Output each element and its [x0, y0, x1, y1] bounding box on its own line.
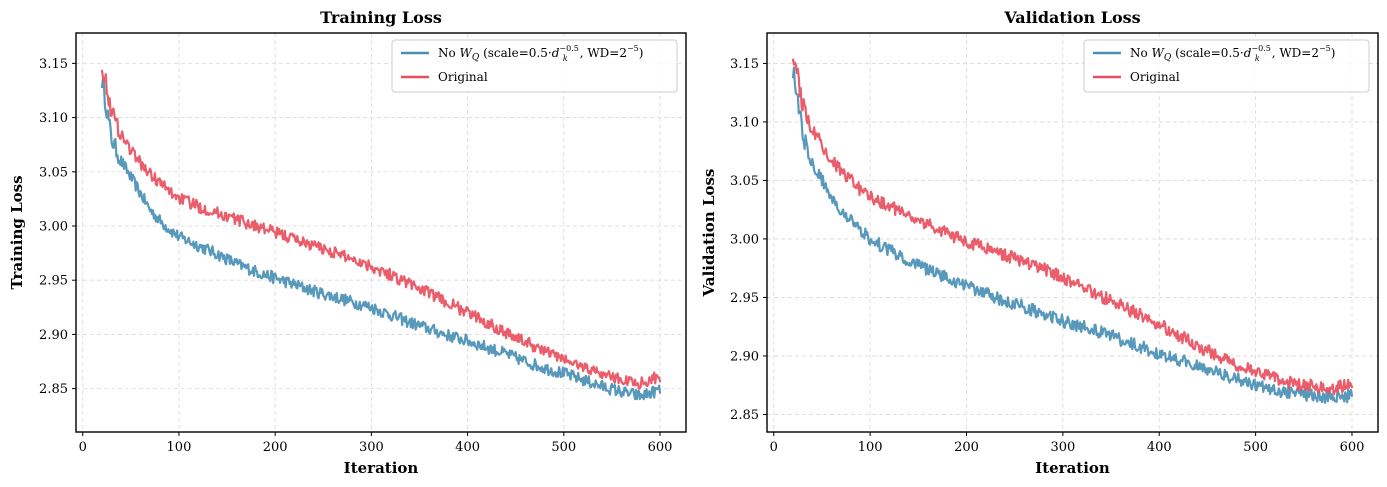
x-tick-label: 300 [1050, 440, 1075, 455]
y-tick-label: 2.90 [730, 349, 759, 364]
x-axis-label: Iteration [1035, 459, 1110, 477]
y-tick-label: 3.10 [730, 115, 759, 130]
series-line-no-wq [791, 66, 1354, 404]
validation-loss-panel: 0 100 200 300 400 500 600 2.85 2.90 2.95 3.00 3.05 3… [700, 8, 1379, 477]
series-line-original [100, 69, 662, 390]
legend-label-0: No WQ (scale=0.5·d−0.5 k, WD=2−5) [1130, 44, 1335, 63]
legend: No WQ (scale=0.5·d−0.5 k, WD=2−5) Original [1083, 39, 1370, 93]
x-tick-label: 500 [1243, 440, 1268, 455]
x-tick-label: 100 [858, 440, 883, 455]
x-tick-label: 200 [263, 440, 288, 455]
legend-box [391, 39, 678, 93]
y-tick-label: 2.95 [730, 291, 759, 306]
legend: No WQ (scale=0.5·d−0.5 k, WD=2−5) Original [391, 39, 678, 93]
y-tick-label: 2.85 [730, 408, 759, 423]
series-line-original [791, 58, 1354, 396]
y-axis-label: Training Loss [8, 175, 26, 289]
y-tick-label: 3.00 [39, 219, 68, 234]
series-line-no-wq [100, 78, 662, 401]
x-tick-label: 600 [648, 440, 673, 455]
chart-title: Validation Loss [1003, 8, 1140, 27]
y-tick-label: 2.85 [39, 382, 68, 397]
y-tick-label: 3.15 [730, 57, 759, 72]
y-tick-label: 3.15 [39, 57, 68, 72]
x-tick-label: 200 [954, 440, 979, 455]
legend-label-1: Original [438, 70, 488, 84]
y-tick-label: 3.05 [730, 174, 759, 189]
x-tick-label: 300 [359, 440, 384, 455]
x-axis-label: Iteration [344, 459, 419, 477]
legend-box [1083, 39, 1370, 93]
plot-frame [766, 32, 1379, 433]
y-tick-label: 3.10 [39, 111, 68, 126]
x-tick-label: 500 [551, 440, 576, 455]
x-tick-label: 0 [770, 440, 778, 455]
legend-label-0: No WQ (scale=0.5·d−0.5 k, WD=2−5) [438, 44, 643, 63]
x-tick-label: 400 [455, 440, 480, 455]
y-tick-label: 2.90 [39, 328, 68, 343]
y-axis-label: Validation Loss [700, 169, 718, 298]
y-tick-label: 3.05 [39, 165, 68, 180]
x-tick-label: 100 [167, 440, 192, 455]
plot-frame [75, 32, 687, 433]
y-tick-label: 2.95 [39, 274, 68, 289]
y-tick-label: 3.00 [730, 232, 759, 247]
x-tick-label: 0 [79, 440, 87, 455]
legend-label-1: Original [1130, 70, 1180, 84]
chart-title: Training Loss [320, 8, 442, 27]
x-tick-label: 600 [1340, 440, 1365, 455]
training-loss-panel: 0 100 200 300 400 500 600 2.85 2.90 2.95 3.00 3.05 3… [8, 8, 687, 477]
x-tick-label: 400 [1147, 440, 1172, 455]
